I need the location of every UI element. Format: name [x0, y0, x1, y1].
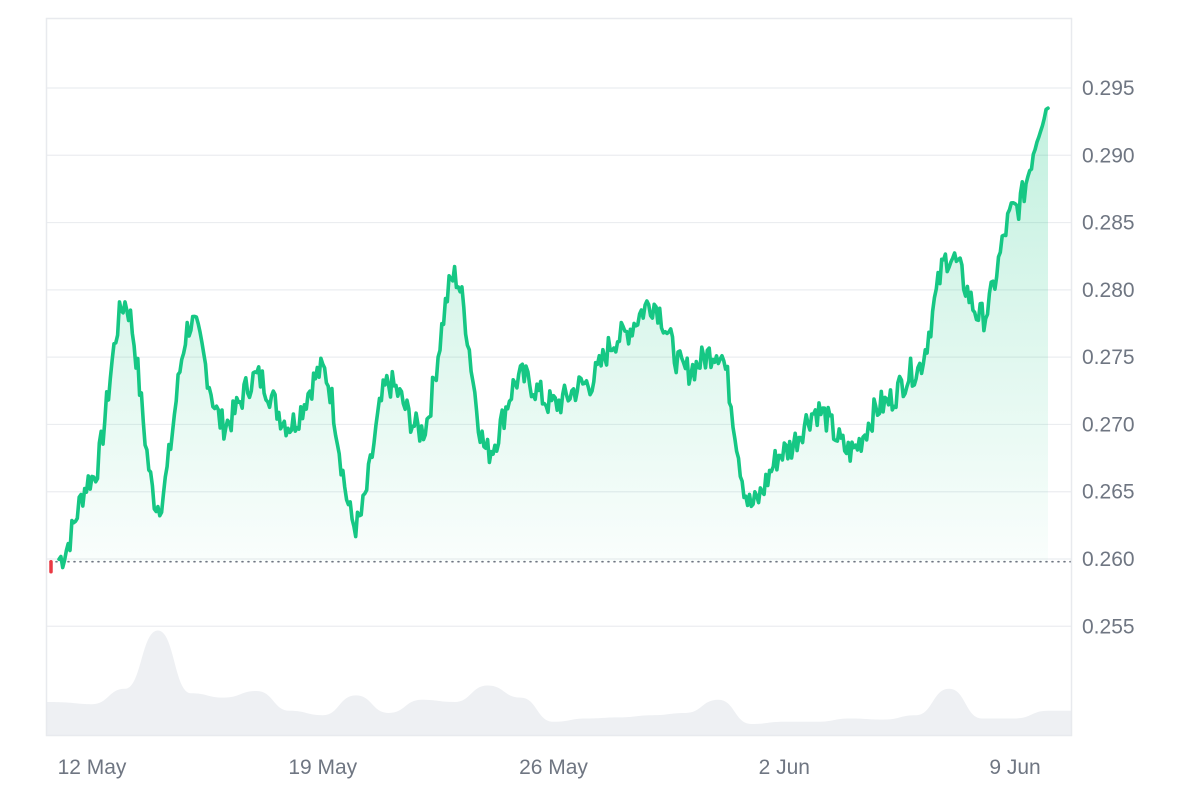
x-tick-label: 26 May	[519, 756, 588, 779]
plot-frame	[45, 17, 1073, 737]
y-tick-label: 0.285	[1082, 212, 1135, 235]
y-tick-label: 0.255	[1082, 615, 1135, 638]
y-axis: 0.255 0.260 0.265 0.270 0.275 0.280 0.285 0.290…	[1082, 77, 1135, 638]
x-axis: 12 May 19 May 26 May 2 Jun 9 Jun	[58, 756, 1041, 779]
price-area	[59, 108, 1048, 568]
y-tick-label: 0.295	[1082, 77, 1135, 100]
y-tick-label: 0.290	[1082, 144, 1135, 167]
y-tick-label: 0.275	[1082, 346, 1135, 369]
y-tick-label: 0.270	[1082, 413, 1135, 436]
volume-area-fill	[47, 630, 1071, 735]
x-tick-label: 19 May	[288, 756, 357, 779]
price-line	[57, 106, 1050, 570]
price-area-fill	[59, 108, 1048, 568]
x-tick-label: 2 Jun	[759, 756, 810, 779]
x-tick-label: 9 Jun	[989, 756, 1040, 779]
x-tick-label: 12 May	[58, 756, 127, 779]
volume-area	[47, 630, 1071, 735]
baseline-dotted	[49, 559, 1072, 574]
price-series-line	[57, 106, 1050, 570]
y-tick-label: 0.260	[1082, 548, 1135, 571]
y-tick-label: 0.280	[1082, 279, 1135, 302]
y-tick-label: 0.265	[1082, 481, 1135, 504]
